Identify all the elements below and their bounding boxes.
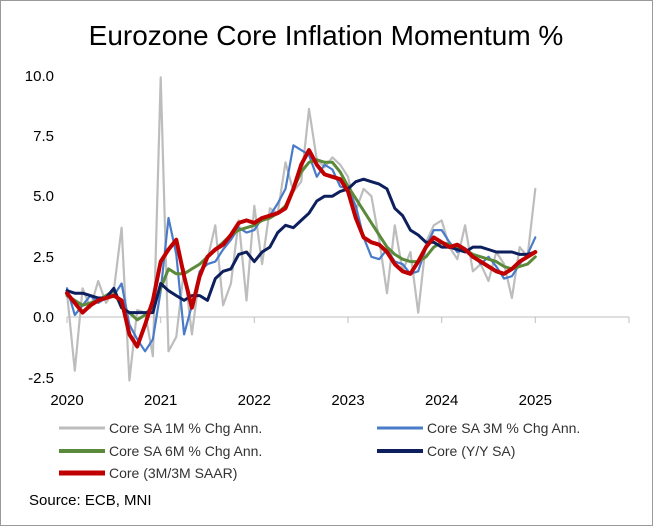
y-tick-label: 10.0 <box>25 68 54 85</box>
series-line-1 <box>65 144 537 353</box>
legend-label-yoy: Core (Y/Y SA) <box>427 443 515 459</box>
y-axis: 10.0 7.5 5.0 2.5 0.0 -2.5 <box>25 68 54 387</box>
legend-label-saar: Core (3M/3M SAAR) <box>109 465 237 481</box>
x-tick-label: 2025 <box>519 392 552 409</box>
y-tick-label: 2.5 <box>33 249 54 266</box>
y-tick-label: 5.0 <box>33 188 54 205</box>
x-tick-label: 2022 <box>238 392 271 409</box>
series-line-4 <box>65 148 538 349</box>
legend: Core SA 1M % Chg Ann. Core SA 3M % Chg A… <box>59 420 580 481</box>
series-layer <box>65 76 538 382</box>
x-tick-label: 2023 <box>331 392 364 409</box>
y-tick-label: 0.0 <box>33 309 54 326</box>
x-axis: 2020 2021 2022 2023 2024 2025 <box>50 316 630 409</box>
chart-title: Eurozone Core Inflation Momentum % <box>89 20 564 51</box>
series-line-0 <box>65 76 537 382</box>
series-line-2 <box>65 158 537 322</box>
legend-label-6m: Core SA 6M % Chg Ann. <box>109 443 262 459</box>
y-tick-label: -2.5 <box>28 370 54 387</box>
source-note: Source: ECB, MNI <box>29 492 152 509</box>
series-line-3 <box>65 177 537 315</box>
x-tick-label: 2024 <box>425 392 458 409</box>
x-tick-label: 2020 <box>50 392 83 409</box>
legend-label-1m: Core SA 1M % Chg Ann. <box>109 420 262 436</box>
x-tick-label: 2021 <box>144 392 177 409</box>
legend-label-3m: Core SA 3M % Chg Ann. <box>427 420 580 436</box>
y-tick-label: 7.5 <box>33 128 54 145</box>
